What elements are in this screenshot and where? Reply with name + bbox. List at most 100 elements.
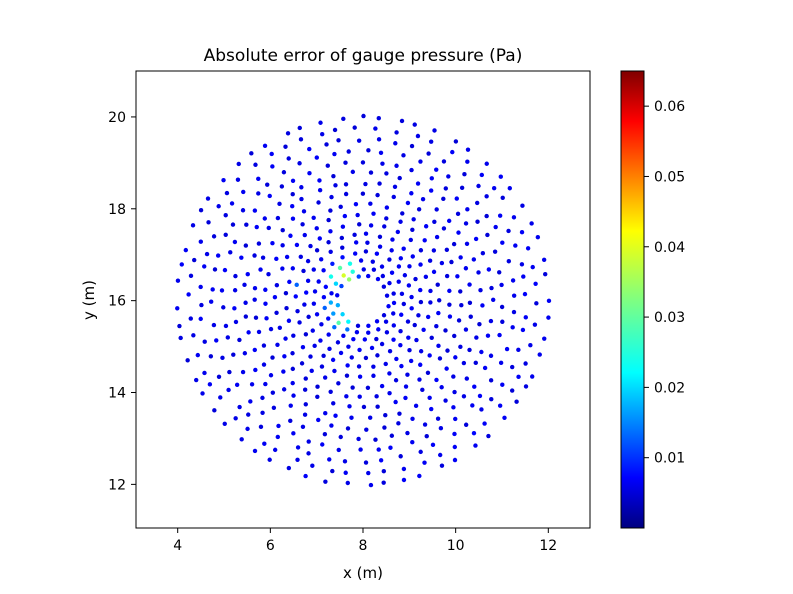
data-point — [268, 373, 274, 378]
data-point — [332, 368, 337, 374]
data-point — [381, 284, 387, 289]
data-point — [219, 288, 225, 293]
data-point — [265, 182, 270, 187]
data-point — [418, 287, 423, 293]
data-point — [420, 196, 426, 202]
data-point — [350, 169, 356, 175]
data-point — [328, 300, 334, 305]
data-point — [212, 408, 217, 413]
data-point — [535, 234, 541, 240]
data-point — [511, 215, 517, 220]
data-point — [175, 306, 180, 311]
data-point — [500, 240, 505, 245]
data-point — [198, 284, 203, 290]
data-point — [347, 261, 353, 266]
data-point — [409, 294, 414, 300]
data-point — [367, 415, 373, 420]
data-point — [336, 447, 341, 453]
data-point — [266, 272, 271, 277]
data-point — [286, 318, 292, 323]
data-point — [476, 270, 481, 275]
data-point — [398, 256, 404, 261]
data-point — [407, 264, 412, 269]
data-point — [262, 143, 268, 149]
data-point — [449, 259, 454, 265]
y-tick-label: 16 — [108, 294, 126, 310]
data-point — [302, 387, 308, 392]
data-point — [252, 448, 258, 454]
data-point — [299, 361, 305, 366]
data-point — [194, 377, 199, 383]
data-point — [435, 416, 441, 421]
data-point — [276, 423, 281, 429]
data-point — [281, 369, 286, 374]
data-point — [499, 304, 505, 310]
data-point — [479, 407, 484, 412]
data-point — [355, 323, 361, 329]
data-point — [198, 316, 203, 322]
data-point — [521, 274, 526, 279]
data-point — [455, 211, 461, 217]
data-point — [366, 273, 371, 279]
x-tick-label: 10 — [447, 538, 465, 554]
data-point — [422, 422, 428, 427]
data-point — [330, 468, 335, 474]
colorbar-ticks: 0.01 0.02 0.03 0.04 0.05 0.06 — [644, 99, 685, 467]
data-point — [199, 302, 204, 308]
data-point — [437, 452, 443, 458]
data-point — [405, 430, 410, 436]
data-point — [428, 188, 434, 193]
data-point — [357, 394, 362, 399]
data-point — [502, 415, 507, 420]
data-point — [423, 274, 429, 280]
data-point — [224, 190, 230, 196]
data-point — [523, 361, 528, 366]
data-point — [471, 257, 477, 262]
data-point — [486, 267, 492, 272]
data-point — [453, 139, 459, 144]
data-point — [509, 388, 515, 393]
data-point — [290, 191, 295, 197]
x-tick-label: 12 — [539, 538, 557, 554]
data-point — [498, 174, 503, 179]
data-point — [280, 228, 285, 233]
data-point — [244, 222, 249, 227]
data-point — [341, 116, 346, 122]
data-point — [286, 156, 291, 161]
data-point — [221, 305, 226, 310]
data-point — [436, 310, 441, 316]
data-point — [202, 370, 207, 376]
data-point — [283, 144, 288, 149]
data-point — [317, 178, 322, 183]
data-point — [452, 431, 457, 437]
data-point — [416, 313, 421, 318]
data-point — [340, 224, 346, 229]
data-point — [345, 426, 351, 431]
data-point — [491, 297, 496, 302]
data-point — [272, 294, 278, 300]
data-point — [346, 277, 352, 282]
colorbar-tick-label: 0.01 — [654, 451, 685, 467]
data-point — [177, 323, 182, 329]
data-point — [343, 182, 349, 187]
data-point — [248, 399, 253, 404]
data-point — [362, 337, 368, 342]
data-point — [353, 201, 359, 207]
data-point — [352, 251, 358, 256]
data-point — [261, 362, 267, 367]
data-point — [530, 374, 535, 379]
data-point — [322, 431, 328, 437]
data-point — [308, 243, 313, 249]
data-point — [473, 443, 478, 448]
data-point — [336, 381, 341, 386]
data-point — [488, 353, 494, 358]
data-point — [341, 273, 346, 278]
data-point — [513, 243, 518, 248]
data-point — [428, 139, 434, 144]
data-point — [393, 399, 398, 405]
data-point — [410, 439, 415, 445]
plot-area-frame — [135, 70, 591, 529]
data-point — [437, 356, 443, 361]
data-point — [376, 116, 381, 121]
data-point — [252, 208, 258, 213]
